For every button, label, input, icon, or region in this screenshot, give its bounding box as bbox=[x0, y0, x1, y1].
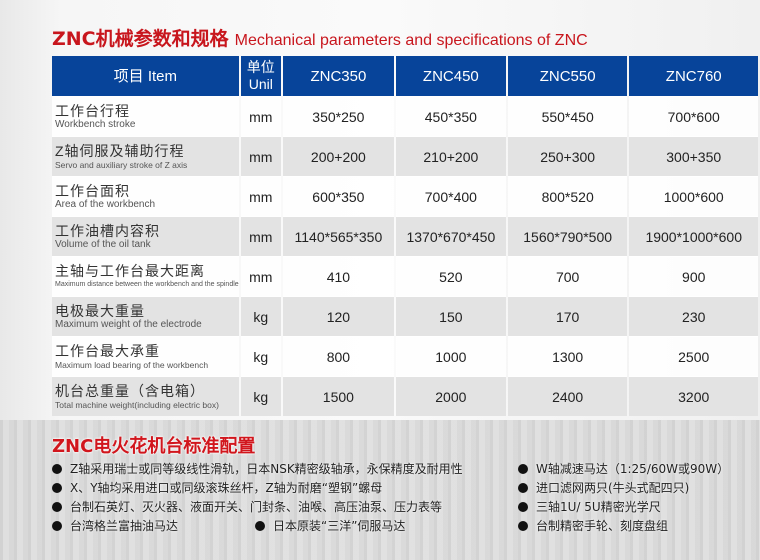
value-cell: 550*450 bbox=[507, 96, 628, 136]
list-item: 台制精密手轮、刻度盘组 bbox=[518, 517, 729, 536]
item-cell: 工作台行程 Workbench stroke bbox=[52, 96, 239, 136]
item-cell: 机台总重量（含电箱） Total machine weight(including… bbox=[52, 376, 239, 416]
value-cell: 1500 bbox=[282, 376, 394, 416]
table-row: 工作台最大承重 Maximum load bearing of the workb… bbox=[52, 336, 758, 376]
value-cell: 800 bbox=[282, 336, 394, 376]
bullet-icon bbox=[255, 521, 265, 531]
title-cn: ZNC机械参数和规格 bbox=[52, 28, 229, 50]
list-item: 进口滤网两只(牛头式配四只) bbox=[518, 479, 729, 498]
value-cell: 450*350 bbox=[395, 96, 506, 136]
spec-table: 项目 Item 单位 Unil ZNC350 ZNC450 ZNC550 ZNC… bbox=[50, 56, 760, 416]
value-cell: 230 bbox=[629, 296, 758, 336]
value-cell: 1900*1000*600 bbox=[629, 216, 758, 256]
value-cell: 1300 bbox=[507, 336, 628, 376]
title-en: Mechanical parameters and specifications… bbox=[234, 32, 588, 49]
unit-cell: kg bbox=[240, 336, 281, 376]
unit-cell: kg bbox=[240, 376, 281, 416]
value-cell: 800*520 bbox=[507, 176, 628, 216]
bullet-icon bbox=[518, 521, 528, 531]
config-title: ZNC电火花机台标准配置 bbox=[52, 436, 256, 457]
bullet-icon bbox=[52, 521, 62, 531]
unit-cell: mm bbox=[240, 176, 281, 216]
value-cell: 600*350 bbox=[282, 176, 394, 216]
value-cell: 250+300 bbox=[507, 136, 628, 176]
list-item: 台湾格兰富抽油马达 bbox=[52, 517, 463, 536]
header-znc550: ZNC550 bbox=[507, 56, 628, 96]
value-cell: 350*250 bbox=[282, 96, 394, 136]
item-cell: 工作油槽内容积 Volume of the oil tank bbox=[52, 216, 239, 256]
list-item: W轴减速马达（1:25/60W或90W） bbox=[518, 460, 729, 479]
value-cell: 1140*565*350 bbox=[282, 216, 394, 256]
value-cell: 520 bbox=[395, 256, 506, 296]
value-cell: 200+200 bbox=[282, 136, 394, 176]
item-cell: 工作台最大承重 Maximum load bearing of the workb… bbox=[52, 336, 239, 376]
background-machine-photo bbox=[0, 420, 760, 560]
table-row: 工作油槽内容积 Volume of the oil tank mm 1140*565*… bbox=[52, 216, 758, 256]
list-item: X、Y轴均采用进口或同级滚珠丝杆，Z轴为耐磨“塑钢”螺母 bbox=[52, 479, 463, 498]
bullet-icon bbox=[518, 502, 528, 512]
value-cell: 700*600 bbox=[629, 96, 758, 136]
unit-cell: mm bbox=[240, 136, 281, 176]
bullet-icon bbox=[518, 483, 528, 493]
header-znc350: ZNC350 bbox=[282, 56, 394, 96]
value-cell: 1560*790*500 bbox=[507, 216, 628, 256]
list-item: 台制石英灯、灭火器、液面开关、门封条、油喉、高压油泵、压力表等 bbox=[52, 498, 463, 517]
list-item: 日本原装“三洋”伺服马达 bbox=[255, 517, 405, 536]
table-row: 机台总重量（含电箱） Total machine weight(including… bbox=[52, 376, 758, 416]
header-znc450: ZNC450 bbox=[395, 56, 506, 96]
value-cell: 1000 bbox=[395, 336, 506, 376]
table-row: 电极最大重量 Maximum weight of the electrode kg 1… bbox=[52, 296, 758, 336]
config-list-left: Z轴采用瑞士或同等级线性滑轨，日本NSK精密级轴承，永保精度及耐用性 X、Y轴均… bbox=[52, 460, 463, 536]
table-row: 工作台面积 Area of the workbench mm 600*350 700*4… bbox=[52, 176, 758, 216]
bullet-icon bbox=[52, 464, 62, 474]
table-header: 项目 Item 单位 Unil ZNC350 ZNC450 ZNC550 ZNC… bbox=[52, 56, 758, 96]
unit-cell: mm bbox=[240, 256, 281, 296]
value-cell: 1000*600 bbox=[629, 176, 758, 216]
item-cell: Z轴伺服及辅助行程 Servo and auxiliary stroke of Z… bbox=[52, 136, 239, 176]
table-row: 主轴与工作台最大距离 Maximum distance between the w… bbox=[52, 256, 758, 296]
item-cell: 主轴与工作台最大距离 Maximum distance between the w… bbox=[52, 256, 239, 296]
value-cell: 170 bbox=[507, 296, 628, 336]
table-row: Z轴伺服及辅助行程 Servo and auxiliary stroke of Z… bbox=[52, 136, 758, 176]
page-title: ZNC机械参数和规格 Mechanical parameters and spec… bbox=[52, 24, 588, 51]
unit-cell: mm bbox=[240, 216, 281, 256]
table-row: 工作台行程 Workbench stroke mm 350*250 450*350 550… bbox=[52, 96, 758, 136]
header-item: 项目 Item bbox=[52, 56, 239, 96]
value-cell: 2400 bbox=[507, 376, 628, 416]
header-znc760: ZNC760 bbox=[629, 56, 758, 96]
unit-cell: mm bbox=[240, 96, 281, 136]
value-cell: 3200 bbox=[629, 376, 758, 416]
value-cell: 120 bbox=[282, 296, 394, 336]
value-cell: 1370*670*450 bbox=[395, 216, 506, 256]
bullet-icon bbox=[52, 483, 62, 493]
value-cell: 410 bbox=[282, 256, 394, 296]
value-cell: 300+350 bbox=[629, 136, 758, 176]
unit-cell: kg bbox=[240, 296, 281, 336]
list-item: Z轴采用瑞士或同等级线性滑轨，日本NSK精密级轴承，永保精度及耐用性 bbox=[52, 460, 463, 479]
value-cell: 700*400 bbox=[395, 176, 506, 216]
value-cell: 2000 bbox=[395, 376, 506, 416]
value-cell: 900 bbox=[629, 256, 758, 296]
bullet-icon bbox=[518, 464, 528, 474]
value-cell: 210+200 bbox=[395, 136, 506, 176]
bullet-icon bbox=[52, 502, 62, 512]
item-cell: 工作台面积 Area of the workbench bbox=[52, 176, 239, 216]
header-unit: 单位 Unil bbox=[240, 56, 281, 96]
list-item: 三轴1U/ 5U精密光学尺 bbox=[518, 498, 729, 517]
value-cell: 2500 bbox=[629, 336, 758, 376]
value-cell: 150 bbox=[395, 296, 506, 336]
value-cell: 700 bbox=[507, 256, 628, 296]
item-cell: 电极最大重量 Maximum weight of the electrode bbox=[52, 296, 239, 336]
config-list-right: W轴减速马达（1:25/60W或90W） 进口滤网两只(牛头式配四只) 三轴1U… bbox=[518, 460, 729, 536]
